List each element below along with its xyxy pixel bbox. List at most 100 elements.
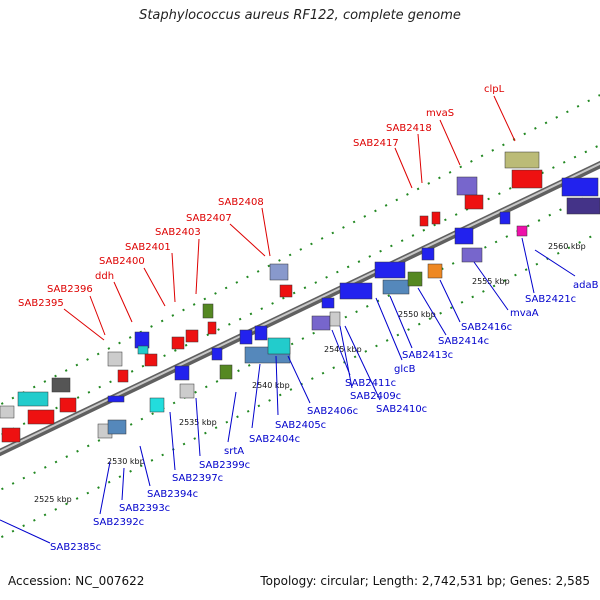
gene-box: [171, 336, 185, 350]
gene-label: SAB2399c: [199, 460, 250, 471]
gene-box: [17, 391, 49, 407]
gene-label: ddh: [95, 271, 114, 282]
gene-box: [279, 284, 293, 298]
gene-box: [461, 247, 483, 263]
gene-label: SAB2397c: [172, 473, 223, 484]
gene-box: [407, 271, 423, 287]
scale-label: 2560 kbp: [548, 242, 586, 251]
gene-box: [202, 303, 214, 319]
gene-box: [107, 351, 123, 367]
gene-box: [134, 331, 150, 349]
gene-box: [419, 215, 429, 227]
gene-box: [561, 177, 599, 197]
scale-label: 2540 kbp: [252, 381, 290, 390]
gene-label: SAB2394c: [147, 489, 198, 500]
gene-label: SAB2404c: [249, 434, 300, 445]
track-line-outer-bottom: [0, 231, 600, 539]
gene-label: srtA: [224, 446, 244, 457]
gene-label: mvaA: [510, 308, 539, 319]
gene-box: [374, 261, 406, 279]
forward-genes: [0, 151, 599, 443]
gene-box: [504, 151, 540, 169]
gene-box: [566, 197, 600, 215]
track-line-outer-top: [0, 94, 600, 406]
gene-box: [254, 325, 268, 341]
gene-label: SAB2385c: [50, 542, 101, 553]
gene-label: SAB2414c: [438, 336, 489, 347]
top-labels: SAB2395 SAB2396 ddh SAB2400 SAB2401 SAB2…: [18, 84, 516, 341]
gene-label: glcB: [394, 364, 416, 375]
gene-box: [0, 405, 15, 419]
gene-box: [107, 395, 125, 403]
gene-box: [421, 247, 435, 261]
gene-label: SAB2396: [47, 284, 93, 295]
gene-label: SAB2407: [186, 213, 232, 224]
gene-label: SAB2411c: [345, 378, 396, 389]
backbone: [0, 160, 600, 457]
gene-label: SAB2392c: [93, 517, 144, 528]
gene-box: [339, 282, 373, 300]
scale-label: 2555 kbp: [472, 277, 510, 286]
gene-box: [174, 365, 190, 381]
gene-label: adaB: [573, 280, 599, 291]
gene-box: [464, 194, 484, 210]
scale-label: 2550 kbp: [398, 310, 436, 319]
bottom-labels: SAB2385c SAB2392c SAB2393c SAB2394c SAB2…: [0, 237, 599, 553]
gene-box: [321, 297, 335, 309]
gene-label: SAB2413c: [402, 350, 453, 361]
gene-box: [211, 347, 223, 361]
track-lines: [0, 94, 600, 539]
scale-label: 2525 kbp: [34, 495, 72, 504]
scale-label: 2530 kbp: [107, 457, 145, 466]
gene-box: [516, 225, 528, 237]
gene-label: SAB2400: [99, 256, 145, 267]
gene-box: [454, 227, 474, 245]
gene-label: SAB2421c: [525, 294, 576, 305]
gene-label: SAB2418: [386, 123, 432, 134]
gene-label: SAB2406c: [307, 406, 358, 417]
accession-text: Accession: NC_007622: [8, 574, 145, 588]
gene-box: [144, 353, 158, 367]
gene-box: [427, 263, 443, 279]
gene-box: [179, 383, 195, 399]
scale-labels: 2525 kbp 2530 kbp 2535 kbp 2540 kbp 2545…: [34, 242, 586, 504]
gene-label: SAB2417: [353, 138, 399, 149]
gene-label: SAB2401: [125, 242, 171, 253]
gene-box: [311, 315, 331, 331]
gene-box: [267, 337, 291, 355]
map-title: Staphylococcus aureus RF122, complete ge…: [139, 8, 461, 23]
gene-box: [431, 211, 441, 225]
gene-box: [59, 397, 77, 413]
gene-label: SAB2409c: [350, 391, 401, 402]
gene-label: mvaS: [426, 108, 454, 119]
gene-box: [456, 176, 478, 196]
gene-box: [207, 321, 217, 335]
gene-box: [27, 409, 55, 425]
reverse-genes: [97, 197, 600, 439]
scale-label: 2545 kbp: [324, 345, 362, 354]
gene-label: SAB2403: [155, 227, 201, 238]
gene-label: clpL: [484, 84, 505, 95]
gene-label: SAB2410c: [376, 404, 427, 415]
gene-box: [329, 311, 341, 327]
gene-box: [219, 364, 233, 380]
gene-box: [239, 329, 253, 345]
gene-box: [382, 279, 410, 295]
gene-box: [51, 377, 71, 393]
gene-box: [107, 419, 127, 435]
gene-box: [499, 211, 511, 225]
gene-label: SAB2395: [18, 298, 64, 309]
gene-label: SAB2393c: [119, 503, 170, 514]
track-line-inner-bottom: [0, 189, 600, 492]
gene-box: [185, 329, 199, 343]
gene-box: [269, 263, 289, 281]
gene-box: [137, 345, 149, 355]
gene-label: SAB2408: [218, 197, 264, 208]
track-line-inner-top: [0, 144, 600, 437]
gene-box: [149, 397, 165, 413]
gene-label: SAB2416c: [461, 322, 512, 333]
gene-label: SAB2405c: [275, 420, 326, 431]
topology-text: Topology: circular; Length: 2,742,531 bp…: [260, 574, 590, 588]
gene-box: [1, 427, 21, 443]
